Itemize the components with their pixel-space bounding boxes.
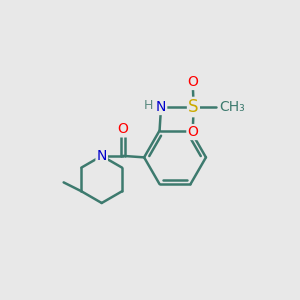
Text: O: O [188, 75, 198, 89]
Text: N: N [97, 149, 107, 163]
Text: O: O [118, 122, 128, 136]
Text: N: N [156, 100, 166, 114]
Text: O: O [188, 125, 198, 139]
Text: CH₃: CH₃ [219, 100, 245, 114]
Text: H: H [144, 99, 153, 112]
Text: S: S [188, 98, 199, 116]
